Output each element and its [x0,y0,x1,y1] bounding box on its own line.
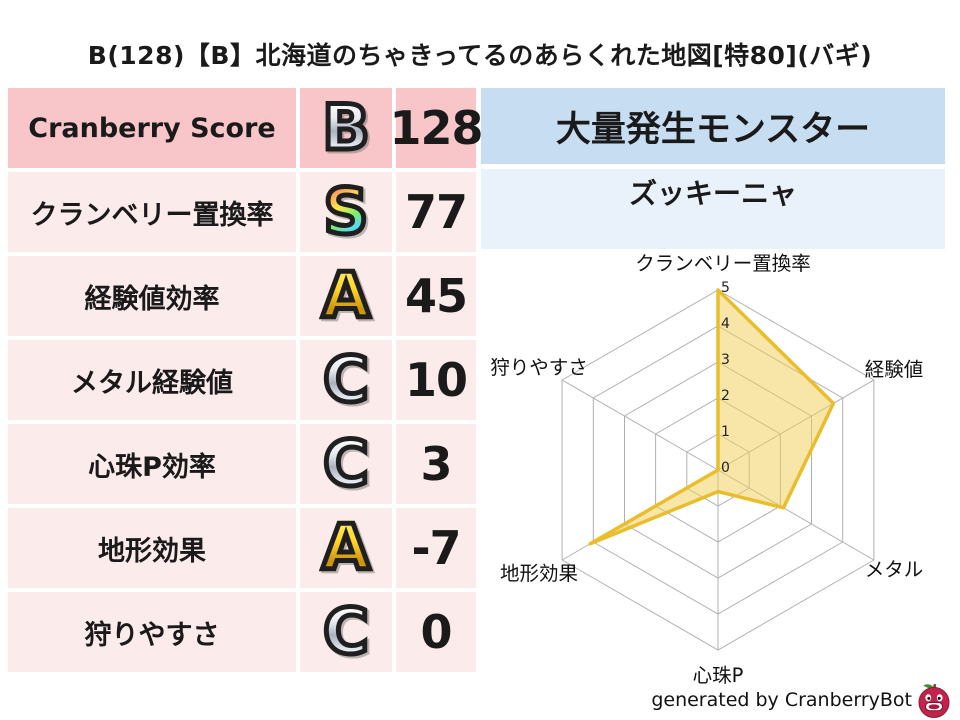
footer: generated by CranberryBot [651,682,952,718]
cranberry-bot-icon [918,683,950,718]
grade-cell: A [300,508,392,588]
grade-letter-icon: C [321,343,371,416]
radar-axis-label: 地形効果 [500,562,578,585]
stat-label: 経験値効率 [8,256,296,336]
radar-data-polygon [588,288,836,546]
radar-axis-label: 経験値 [865,358,924,381]
radar-axis-label: 心珠P [693,664,744,687]
grade-cell: C [300,340,392,420]
stats-table: Cranberry Score B 128 クランベリー置換率 S 77 経験値… [8,88,484,672]
radar-tick-label: 0 [721,460,730,476]
page-title: B(128)【B】北海道のちゃきってるのあらくれた地図[特80](バギ) [87,41,873,70]
grade-letter-icon: B [320,91,372,164]
stat-value: 3 [396,424,476,504]
radar-tick-label: 2 [721,388,730,404]
stat-label: 狩りやすさ [8,592,296,672]
grade-cell: C [300,424,392,504]
stat-label: Cranberry Score [8,88,296,168]
grade-letter-icon: A [320,511,373,584]
grade-cell: S [300,172,392,252]
stat-value: 77 [396,172,476,252]
radar-tick-label: 4 [721,316,730,332]
monster-name: ズッキーニャ [481,169,945,249]
grade-cell: C [300,592,392,672]
radar-tick-label: 1 [721,424,730,440]
grade-letter-icon: C [321,595,371,668]
grade-letter-icon: C [321,427,371,500]
radar-axis-label: 狩りやすさ [490,356,588,379]
stat-label: 地形効果 [8,508,296,588]
stat-value: -7 [396,508,476,588]
grade-letter-icon: A [320,259,373,332]
monster-panel-header: 大量発生モンスター [481,88,945,164]
stat-label: 心珠P効率 [8,424,296,504]
radar-axis-label: クランベリー置換率 [635,252,811,275]
stat-label: メタル経験値 [8,340,296,420]
stat-value: 45 [396,256,476,336]
stat-value: 0 [396,592,476,672]
grade-cell: B [300,88,392,168]
radar-axis-label: メタル [865,558,924,581]
grade-letter-icon: S [321,175,371,248]
credit-text: generated by CranberryBot [651,689,912,711]
stat-value: 128 [389,88,484,168]
radar-tick-label: 3 [721,352,730,368]
radar-tick-label: 5 [721,280,730,296]
stat-label: クランベリー置換率 [8,172,296,252]
stat-value: 10 [396,340,476,420]
grade-cell: A [300,256,392,336]
radar-grid-spoke [561,379,719,471]
